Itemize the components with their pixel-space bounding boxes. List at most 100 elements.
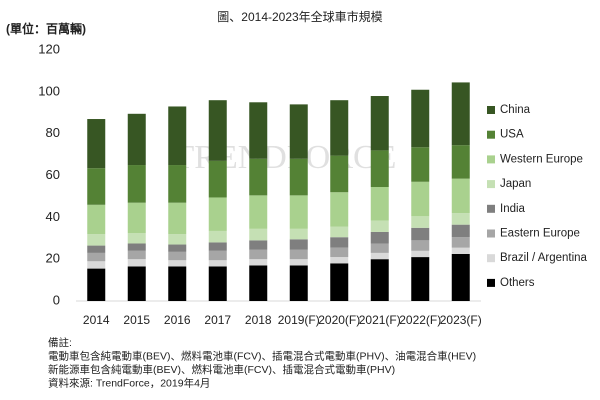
y-tick-label: 40	[46, 209, 60, 224]
legend-swatch	[487, 204, 495, 213]
bar-segment	[370, 220, 389, 232]
x-tick-label: 2021(F)	[359, 313, 401, 327]
bar-segment	[330, 257, 349, 264]
bar-segment	[168, 266, 187, 301]
legend-swatch	[487, 155, 495, 164]
bar-segment	[249, 195, 268, 229]
x-tick-label: 2020(F)	[318, 313, 360, 327]
bar-segment	[168, 165, 187, 203]
bar-segment	[208, 160, 227, 198]
bar-segment	[127, 266, 146, 301]
legend-label: Eastern Europe	[500, 228, 580, 240]
bar-segment	[330, 263, 349, 301]
bar-segment	[411, 181, 430, 217]
bar-segment	[168, 202, 187, 235]
legend-swatch	[487, 254, 495, 263]
bar-segment	[127, 259, 146, 267]
bar-segment	[330, 247, 349, 258]
footnote: 資料來源: TrendForce，2019年4月	[48, 376, 210, 389]
bar-segment	[87, 268, 106, 301]
y-tick-label: 20	[46, 251, 60, 266]
bar-segment	[370, 252, 389, 260]
bar-segment	[87, 119, 106, 169]
bar-segment	[330, 100, 349, 156]
bar-segment	[411, 257, 430, 301]
bar-segment	[127, 233, 146, 244]
bar-segment	[249, 158, 268, 196]
bar-segment	[208, 250, 227, 261]
bar-segment	[330, 237, 349, 248]
bar-segment	[411, 227, 430, 241]
bar-segment	[451, 247, 470, 254]
bar-segment	[411, 147, 430, 182]
bar-segment	[289, 239, 308, 250]
y-tick-label: 60	[46, 167, 60, 182]
y-tick-label: 100	[38, 83, 60, 98]
bar-segment	[87, 234, 106, 246]
bar-segment	[411, 250, 430, 258]
bar-segment	[208, 230, 227, 243]
bar-segment	[208, 100, 227, 161]
legend-label: USA	[500, 129, 524, 141]
x-tick-label: 2019(F)	[278, 313, 320, 327]
bar-segment	[289, 158, 308, 196]
bar-segment	[411, 89, 430, 148]
bar-segment	[249, 228, 268, 241]
bar-segment	[451, 178, 470, 214]
bar-segment	[87, 245, 106, 253]
x-tick-label: 2016	[164, 313, 191, 327]
bar-segment	[208, 197, 227, 231]
legend-label: Western Europe	[500, 153, 583, 165]
bar-segment	[289, 228, 308, 240]
bar-segment	[87, 252, 106, 262]
bar-segment	[208, 266, 227, 301]
bar-segment	[127, 202, 146, 234]
legend-swatch	[487, 229, 495, 238]
bar-segment	[289, 104, 308, 159]
legend-swatch	[487, 106, 495, 114]
legend-swatch	[487, 130, 495, 139]
bar-segment	[208, 260, 227, 267]
x-tick-label: 2015	[123, 313, 150, 327]
x-tick-label: 2017	[204, 313, 231, 327]
bar-segment	[168, 260, 187, 267]
bar-segment	[127, 113, 146, 166]
bar-segment	[168, 244, 187, 252]
bar-segment	[127, 250, 146, 260]
legend-label: Japan	[500, 178, 531, 190]
bar-segment	[330, 226, 349, 238]
bar-segment	[289, 259, 308, 266]
bar-segment	[168, 106, 187, 166]
legend-label: India	[500, 203, 526, 215]
x-tick-label: 2023(F)	[440, 313, 482, 327]
bar-segment	[127, 243, 146, 251]
bar-segment	[370, 96, 389, 151]
y-tick-label: 120	[38, 41, 60, 56]
bar-segment	[370, 259, 389, 301]
bar-segment	[451, 145, 470, 179]
bar-segment	[451, 253, 470, 301]
bar-segment	[370, 231, 389, 244]
bar-segment	[451, 82, 470, 146]
bar-segment	[289, 249, 308, 260]
bar-segment	[411, 216, 430, 228]
legend-label: China	[500, 104, 531, 116]
bar-segment	[87, 168, 106, 205]
legend-label: Others	[500, 277, 535, 289]
bar-segment	[249, 240, 268, 250]
bar-segment	[168, 234, 187, 245]
unit-label: (單位：百萬輛)	[6, 21, 86, 36]
bar-segment	[208, 242, 227, 251]
bar-segment	[249, 102, 268, 159]
legend-label: Brazil / Argentina	[500, 252, 588, 264]
y-tick-label: 0	[53, 292, 60, 307]
bar-segment	[168, 251, 187, 261]
y-tick-label: 80	[46, 125, 60, 140]
legend-swatch	[487, 180, 495, 189]
bar-segment	[249, 265, 268, 301]
chart-title: 圖、2014-2023年全球車市規模	[217, 9, 382, 24]
bar-segment	[411, 240, 430, 251]
footnote: 電動車包含純電動車(BEV)、燃料電池車(FCV)、插電混合式電動車(PHV)、…	[48, 349, 476, 362]
bar-segment	[249, 259, 268, 266]
